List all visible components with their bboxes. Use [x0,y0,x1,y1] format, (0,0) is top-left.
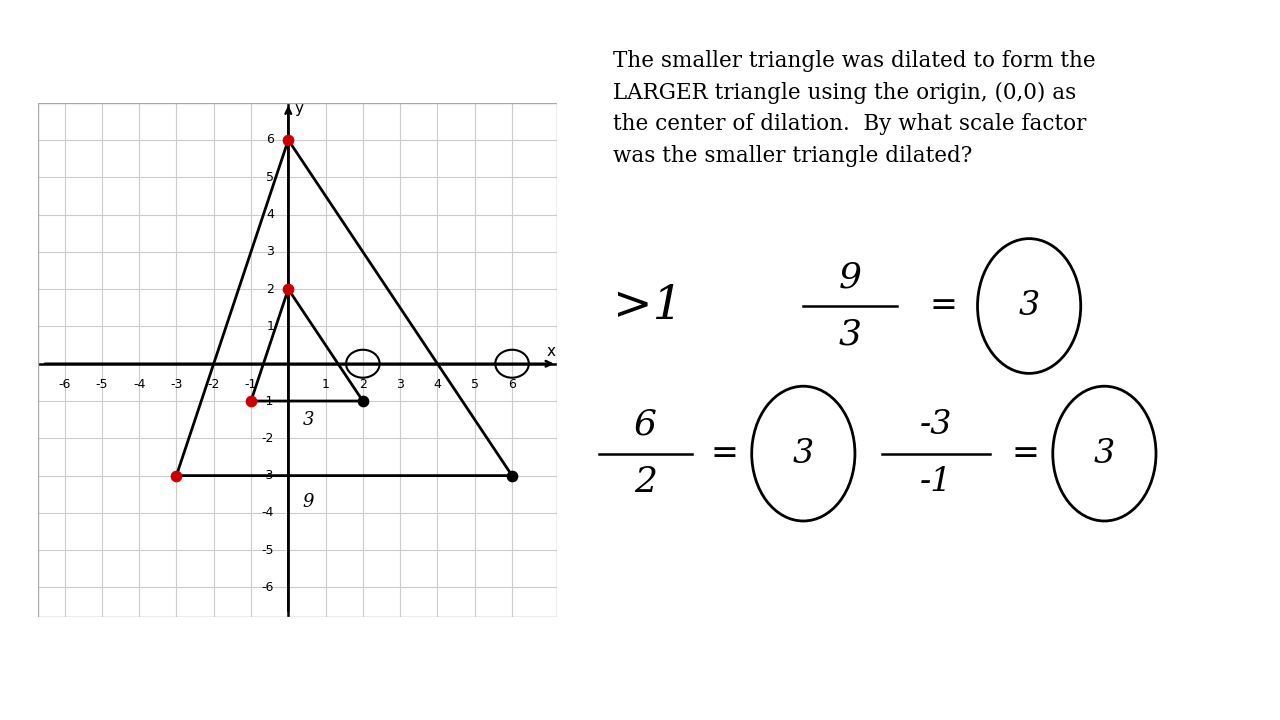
Point [278,284,298,295]
Text: =: = [1011,438,1039,469]
Text: 2: 2 [634,465,657,500]
Text: 9: 9 [302,493,314,511]
Text: y: y [294,101,303,116]
Text: -6: -6 [261,581,274,594]
Point [241,395,261,407]
Text: =: = [710,438,739,469]
Text: -2: -2 [261,432,274,445]
Text: 3: 3 [1093,438,1115,469]
Text: 3: 3 [397,378,404,391]
Text: -1: -1 [920,467,952,498]
Text: 1: 1 [321,378,329,391]
Text: -5: -5 [96,378,108,391]
Text: -3: -3 [170,378,183,391]
Text: 6: 6 [634,408,657,442]
Text: -1: -1 [244,378,257,391]
Text: 2: 2 [358,378,367,391]
Text: -4: -4 [133,378,146,391]
Text: -3: -3 [261,469,274,482]
Text: 4: 4 [266,208,274,221]
Text: 4: 4 [434,378,442,391]
Text: -6: -6 [59,378,70,391]
Text: 3: 3 [792,438,814,469]
Point [278,134,298,145]
Text: -3: -3 [920,409,952,441]
Text: -5: -5 [261,544,274,557]
Text: 5: 5 [471,378,479,391]
Text: -2: -2 [207,378,220,391]
Text: 3: 3 [266,246,274,258]
Text: 1: 1 [266,320,274,333]
Text: =: = [929,290,957,322]
Text: 6: 6 [508,378,516,391]
Point [352,395,372,407]
Text: The smaller triangle was dilated to form the
LARGER triangle using the origin, (: The smaller triangle was dilated to form… [613,50,1096,166]
Text: -1: -1 [261,395,274,408]
Text: 5: 5 [266,171,274,184]
Text: -4: -4 [261,506,274,519]
Text: 6: 6 [266,133,274,146]
Text: x: x [547,344,556,359]
Text: 3: 3 [1019,290,1039,322]
Point [502,470,522,482]
Text: 2: 2 [266,283,274,296]
Text: 3: 3 [838,318,861,352]
Text: 9: 9 [838,260,861,294]
Text: >1: >1 [613,284,684,328]
Text: 3: 3 [302,411,314,429]
Point [166,470,187,482]
